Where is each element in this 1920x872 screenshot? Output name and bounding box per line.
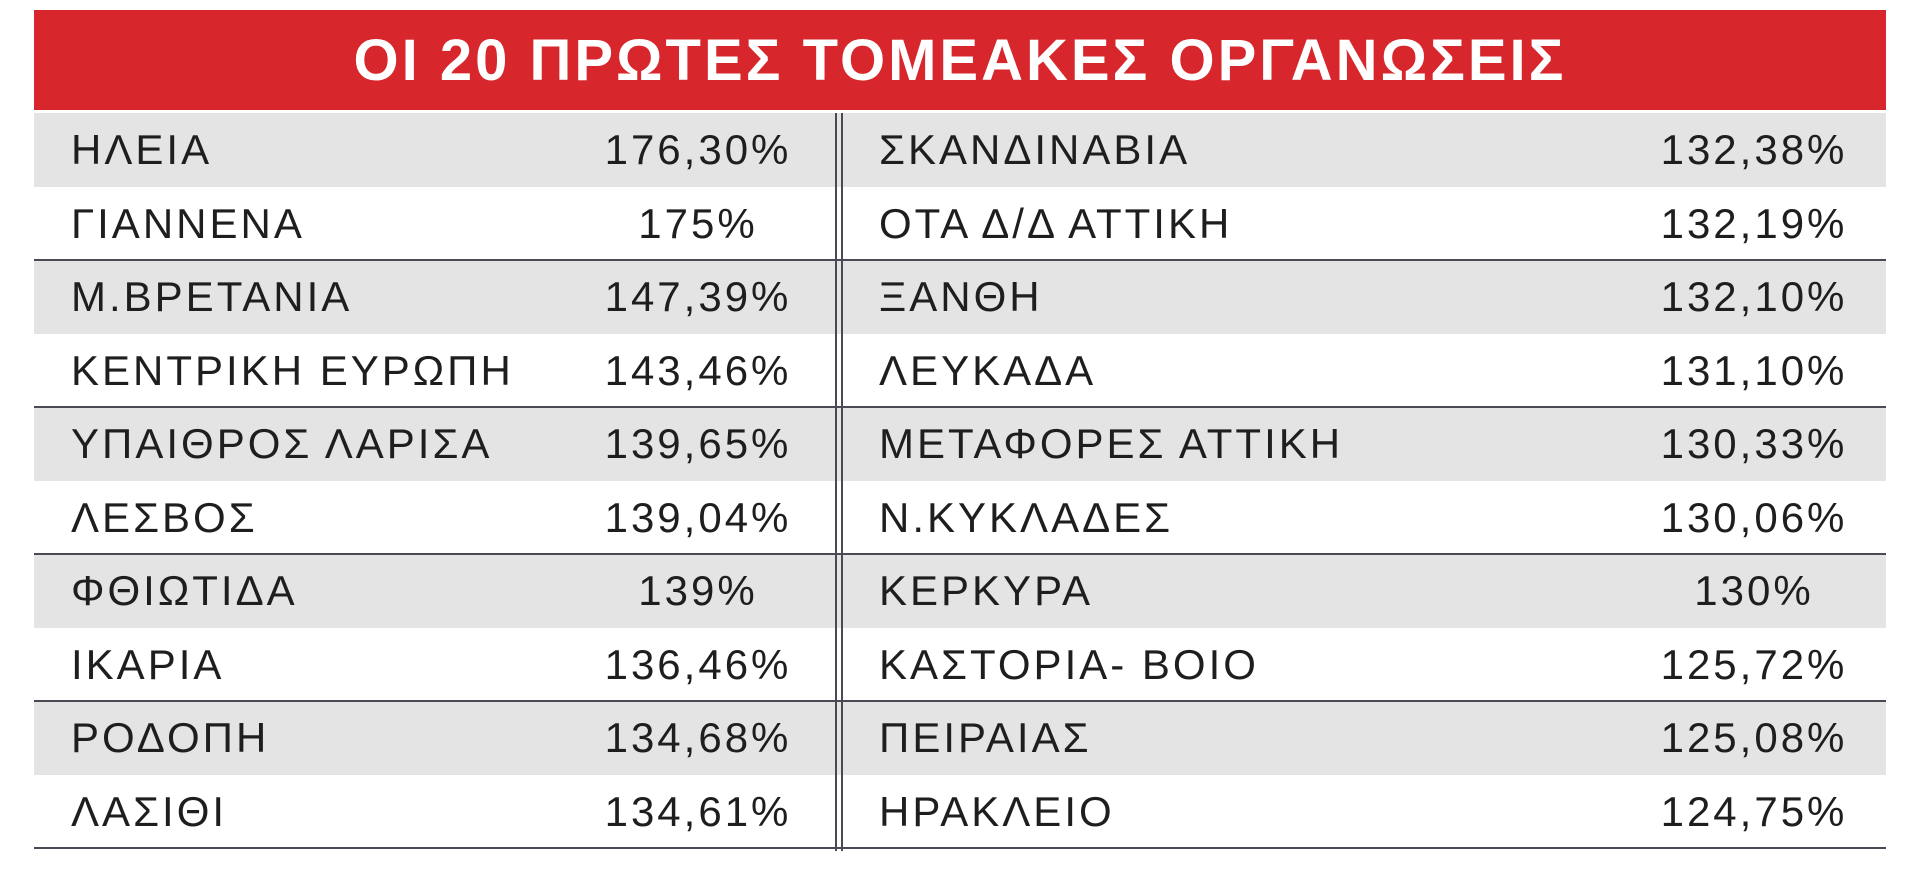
left-value: 134,68% bbox=[604, 714, 792, 761]
table-title: ΟΙ 20 ΠΡΩΤΕΣ ΤΟΜΕΑΚΕΣ ΟΡΓΑΝΩΣΕΙΣ bbox=[34, 10, 1886, 110]
left-value: 139% bbox=[638, 567, 758, 614]
right-name: Ν.ΚΥΚΛΑΔΕΣ bbox=[879, 493, 1174, 541]
left-name: ΙΚΑΡΙΑ bbox=[71, 640, 225, 688]
right-name: ΠΕΙΡΑΙΑΣ bbox=[879, 714, 1092, 761]
left-value: 143,46% bbox=[604, 346, 792, 394]
left-name: Μ.ΒΡΕΤΑΝΙΑ bbox=[71, 273, 353, 320]
left-value: 147,39% bbox=[604, 273, 792, 320]
right-name: ΞΑΝΘΗ bbox=[879, 273, 1043, 320]
right-name: ΚΑΣΤΟΡΙΑ- ΒΟΙΟ bbox=[879, 640, 1259, 688]
left-value: 139,04% bbox=[604, 493, 792, 541]
right-value: 130,33% bbox=[1660, 420, 1848, 467]
right-name: ΗΡΑΚΛΕΙΟ bbox=[879, 787, 1115, 835]
left-name: ΥΠΑΙΘΡΟΣ ΛΑΡΙΣΑ bbox=[71, 420, 493, 467]
right-name: ΣΚΑΝΔΙΝΑΒΙΑ bbox=[879, 126, 1191, 173]
table-row: ΡΟΔΟΠΗ 134,68% ΠΕΙΡΑΙΑΣ 125,08% bbox=[34, 701, 1886, 775]
column-divider bbox=[835, 113, 837, 851]
right-value: 132,19% bbox=[1660, 199, 1848, 247]
left-value: 175% bbox=[638, 199, 758, 247]
table-row: Μ.ΒΡΕΤΑΝΙΑ 147,39% ΞΑΝΘΗ 132,10% bbox=[34, 260, 1886, 334]
left-name: ΓΙΑΝΝΕΝΑ bbox=[71, 199, 305, 247]
left-value: 139,65% bbox=[604, 420, 792, 467]
table-row: ΛΕΣΒΟΣ 139,04% Ν.ΚΥΚΛΑΔΕΣ 130,06% bbox=[34, 481, 1886, 555]
left-name: ΗΛΕΙΑ bbox=[71, 126, 213, 173]
table-row: ΗΛΕΙΑ 176,30% ΣΚΑΝΔΙΝΑΒΙΑ 132,38% bbox=[34, 113, 1886, 187]
right-name: ΛΕΥΚΑΔΑ bbox=[879, 346, 1097, 394]
row-separator bbox=[34, 259, 1886, 261]
column-divider bbox=[841, 113, 843, 851]
table-row: ΦΘΙΩΤΙΔΑ 139% ΚΕΡΚΥΡΑ 130% bbox=[34, 554, 1886, 628]
left-value: 136,46% bbox=[604, 640, 792, 688]
left-value: 134,61% bbox=[604, 787, 792, 835]
right-name: ΟΤΑ Δ/Δ ΑΤΤΙΚΗ bbox=[879, 199, 1233, 247]
table-row: ΥΠΑΙΘΡΟΣ ΛΑΡΙΣΑ 139,65% ΜΕΤΑΦΟΡΕΣ ΑΤΤΙΚΗ 13… bbox=[34, 407, 1886, 481]
left-name: ΡΟΔΟΠΗ bbox=[71, 714, 270, 761]
table-row: ΛΑΣΙΘΙ 134,61% ΗΡΑΚΛΕΙΟ 124,75% bbox=[34, 775, 1886, 849]
table-row: ΚΕΝΤΡΙΚΗ ΕΥΡΩΠΗ 143,46% ΛΕΥΚΑΔΑ 131,10% bbox=[34, 334, 1886, 408]
right-name: ΜΕΤΑΦΟΡΕΣ ΑΤΤΙΚΗ bbox=[879, 420, 1344, 467]
table-row: ΓΙΑΝΝΕΝΑ 175% ΟΤΑ Δ/Δ ΑΤΤΙΚΗ 132,19% bbox=[34, 187, 1886, 261]
row-separator bbox=[34, 847, 1886, 849]
left-name: ΛΕΣΒΟΣ bbox=[71, 493, 258, 541]
left-name: ΦΘΙΩΤΙΔΑ bbox=[71, 567, 298, 614]
left-value: 176,30% bbox=[604, 126, 792, 173]
row-separator bbox=[34, 700, 1886, 702]
right-value: 124,75% bbox=[1660, 787, 1848, 835]
right-name: ΚΕΡΚΥΡΑ bbox=[879, 567, 1093, 614]
right-value: 131,10% bbox=[1660, 346, 1848, 394]
table-row: ΙΚΑΡΙΑ 136,46% ΚΑΣΤΟΡΙΑ- ΒΟΙΟ 125,72% bbox=[34, 628, 1886, 702]
right-value: 125,08% bbox=[1660, 714, 1848, 761]
right-value: 132,38% bbox=[1660, 126, 1848, 173]
right-value: 130,06% bbox=[1660, 493, 1848, 541]
left-name: ΛΑΣΙΘΙ bbox=[71, 787, 228, 835]
row-separator bbox=[34, 553, 1886, 555]
right-value: 130% bbox=[1694, 567, 1814, 614]
right-value: 125,72% bbox=[1660, 640, 1848, 688]
left-name: ΚΕΝΤΡΙΚΗ ΕΥΡΩΠΗ bbox=[71, 346, 514, 394]
row-separator bbox=[34, 406, 1886, 408]
right-value: 132,10% bbox=[1660, 273, 1848, 320]
